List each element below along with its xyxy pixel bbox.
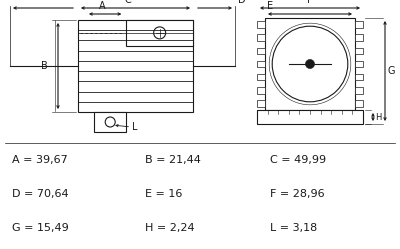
Bar [355,34,363,41]
Bar [78,20,193,112]
Bar [355,61,363,67]
Text: B: B [41,61,48,71]
Text: E = 16: E = 16 [145,189,182,199]
Text: C: C [124,0,131,5]
Bar [126,20,193,46]
Bar [94,112,126,132]
Text: C = 49,99: C = 49,99 [270,155,326,165]
Text: F: F [307,0,313,5]
Bar [355,21,363,28]
Bar [265,18,355,110]
Bar [257,74,265,80]
Text: D: D [238,0,246,5]
Text: A: A [99,1,106,11]
Text: D = 70,64: D = 70,64 [12,189,69,199]
Bar [355,87,363,94]
Text: G = 15,49: G = 15,49 [12,223,69,233]
Text: E: E [267,1,273,11]
Bar [257,87,265,94]
Text: A = 39,67: A = 39,67 [12,155,68,165]
Text: L: L [132,122,138,132]
Text: F = 28,96: F = 28,96 [270,189,325,199]
Circle shape [306,60,314,68]
Bar [257,100,265,107]
Text: H: H [375,113,381,122]
Bar [257,110,363,124]
Bar [257,48,265,54]
Bar [257,34,265,41]
Text: L = 3,18: L = 3,18 [270,223,317,233]
Bar [355,100,363,107]
Bar [257,61,265,67]
Text: H = 2,24: H = 2,24 [145,223,195,233]
Bar [355,48,363,54]
Text: B = 21,44: B = 21,44 [145,155,201,165]
Bar [355,74,363,80]
Text: G: G [388,66,396,76]
Bar [257,21,265,28]
